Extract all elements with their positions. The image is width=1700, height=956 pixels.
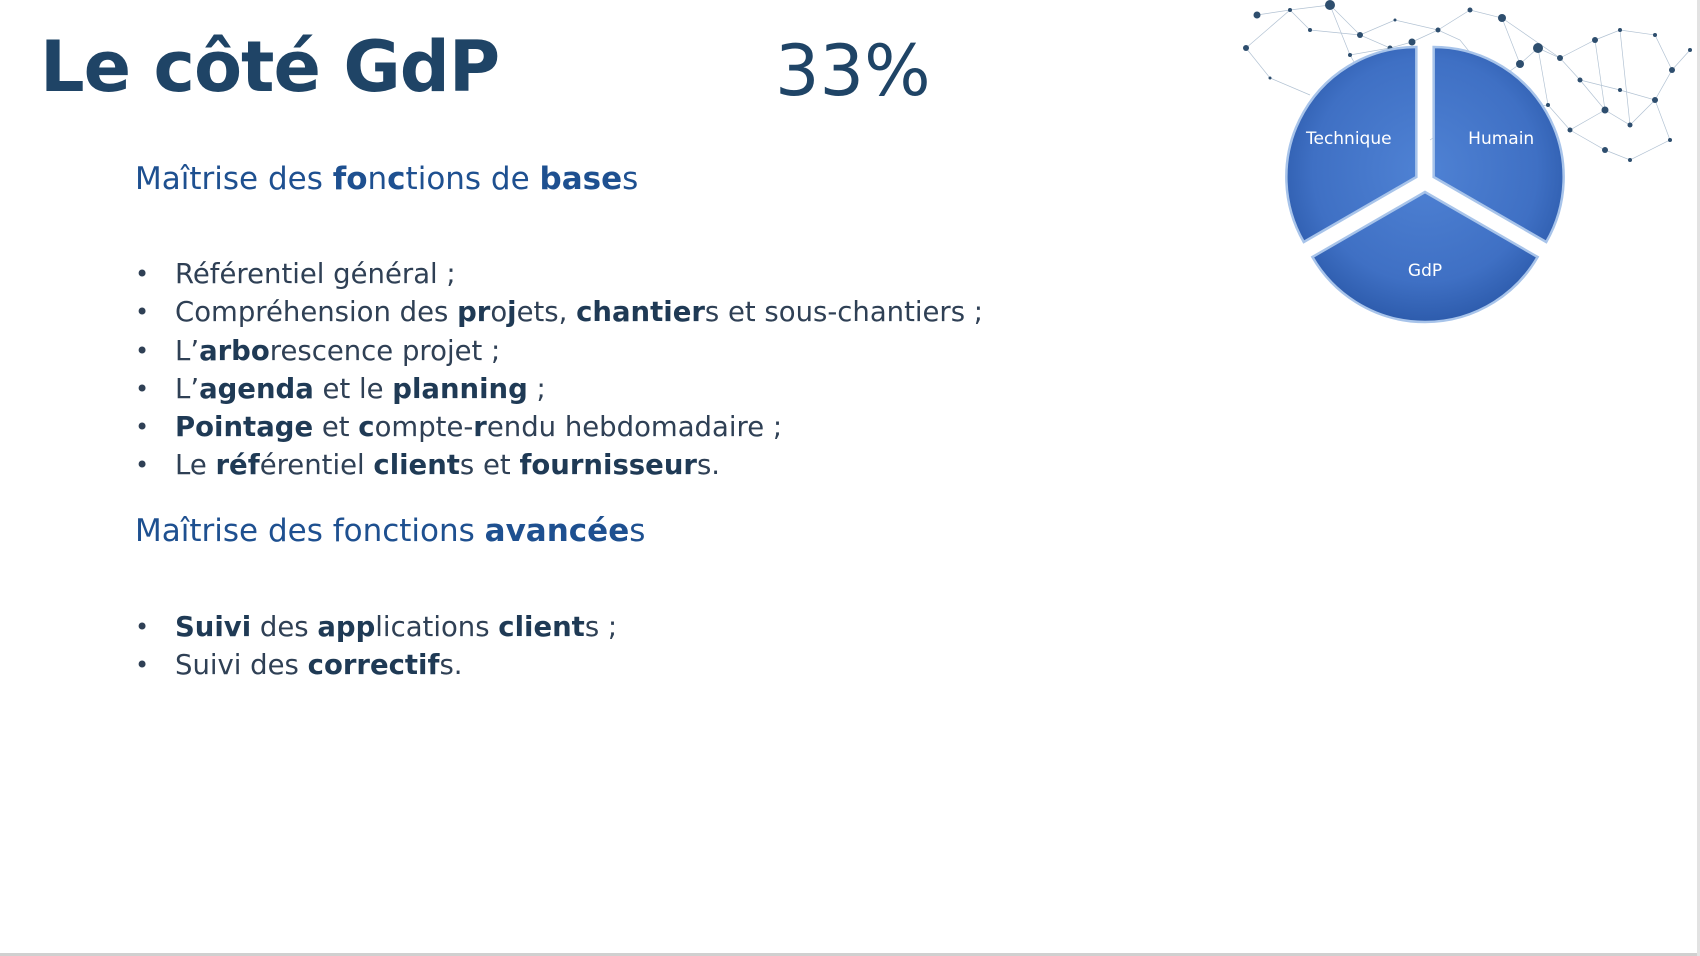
item-text: Pointage [175, 411, 314, 444]
heading-part: fo [332, 161, 368, 197]
advanced-bullet-list: • Suivi des applications clients ; • Sui… [135, 608, 617, 685]
heading-part: base [539, 161, 623, 197]
list-item: • Compréhension des projets, chantiers e… [135, 293, 983, 331]
pie-label-gdp: GdP [1408, 261, 1442, 281]
item-text: agenda [199, 372, 314, 405]
slide-title: Le côté GdP [40, 26, 500, 108]
item-text: s. [696, 449, 721, 482]
item-text: réf [215, 449, 260, 482]
list-item: • L’arborescence projet ; [135, 332, 983, 370]
item-text: ; [527, 372, 546, 405]
heading-part: tions de [405, 161, 540, 197]
slide-bottom-border [0, 953, 1700, 956]
list-item: • Référentiel général ; [135, 255, 983, 293]
item-text: et [313, 411, 359, 444]
heading-part: Maîtrise des [135, 161, 333, 197]
item-text: Suivi [175, 611, 252, 643]
list-item: • Le référentiel clients et fournisseurs… [135, 446, 983, 484]
pie-chart: Technique Humain GdP [1285, 45, 1565, 324]
heading-part: s [622, 161, 639, 197]
item-text: Suivi des [175, 649, 308, 682]
pie-label-humain: Humain [1468, 129, 1534, 149]
bullet-icon: • [135, 374, 150, 403]
item-text: c [358, 411, 375, 444]
item-text: chantier [576, 296, 705, 329]
bullet-icon: • [135, 413, 150, 442]
heading-part: n [367, 161, 388, 197]
item-text: endu hebdomadaire ; [486, 411, 783, 444]
heading-part: avancée [484, 513, 630, 549]
item-text: érentiel [259, 449, 374, 482]
item-text: s et [459, 449, 520, 482]
bullet-icon: • [135, 336, 150, 365]
item-text: pr [457, 296, 491, 329]
item-text: Le [175, 449, 216, 482]
bullet-icon: • [135, 613, 150, 641]
bullet-icon: • [135, 651, 150, 680]
bullet-icon: • [135, 451, 150, 480]
list-item: • Pointage et compte-rendu hebdomadaire … [135, 408, 983, 446]
basics-bullet-list: • Référentiel général ; • Compréhension … [135, 255, 983, 485]
item-text: des [251, 611, 318, 643]
slide-percent: 33% [775, 30, 931, 112]
pie-slice-technique [1285, 45, 1418, 244]
item-text: app [317, 611, 376, 643]
item-text: o [490, 296, 508, 329]
item-text: correctif [307, 649, 440, 682]
item-text: r [473, 411, 487, 444]
list-item: • Suivi des correctifs. [135, 646, 617, 684]
item-text: et le [313, 372, 393, 405]
item-text: Référentiel général ; [175, 258, 456, 290]
item-text: ets, [516, 296, 577, 329]
section-heading-advanced: Maîtrise des fonctions avancées [135, 513, 645, 549]
item-text: s et sous-chantiers ; [704, 296, 984, 329]
item-text: L’ [175, 372, 200, 405]
item-text: client [498, 611, 585, 643]
item-text: lications [375, 611, 499, 643]
item-text: rescence projet ; [269, 334, 501, 367]
bullet-icon: • [135, 298, 150, 327]
pie-slice-gdp [1310, 190, 1540, 324]
pie-slice-humain [1432, 45, 1565, 244]
slide-right-border [1697, 0, 1700, 956]
item-text: fournisseur [519, 449, 697, 482]
item-text: Compréhension des [175, 296, 458, 329]
list-item: • Suivi des applications clients ; [135, 608, 617, 646]
item-text: client [373, 449, 460, 482]
item-text: s ; [584, 611, 618, 643]
list-item: • L’agenda et le planning ; [135, 370, 983, 408]
item-text: arbo [199, 334, 270, 367]
heading-part: Maîtrise des fonctions [135, 513, 485, 549]
item-text: s. [439, 649, 463, 682]
item-text: planning [392, 372, 528, 405]
section-heading-basics: Maîtrise des fonctions de bases [135, 161, 638, 197]
item-text: j [507, 296, 517, 329]
bullet-icon: • [135, 260, 150, 288]
heading-part: c [387, 161, 406, 197]
heading-part: s [629, 513, 646, 549]
item-text: ompte- [374, 411, 474, 444]
pie-label-technique: Technique [1305, 129, 1392, 149]
item-text: L’ [175, 334, 200, 367]
